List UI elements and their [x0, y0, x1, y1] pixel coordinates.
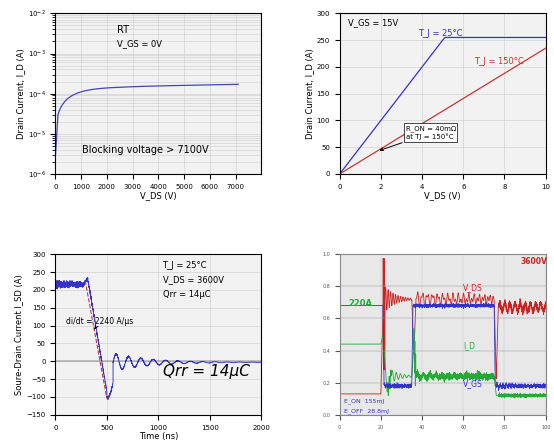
Text: R_ON = 40mΩ
at TJ = 150°C: R_ON = 40mΩ at TJ = 150°C: [381, 125, 456, 151]
X-axis label: V_DS (V): V_DS (V): [424, 191, 461, 200]
Text: T_J = 25°C: T_J = 25°C: [162, 260, 207, 270]
X-axis label: V_DS (V): V_DS (V): [140, 191, 177, 200]
Text: 3600V: 3600V: [521, 257, 548, 266]
Text: V_GS = 0V: V_GS = 0V: [117, 39, 162, 48]
Text: di/dt = 2240 A/μs: di/dt = 2240 A/μs: [66, 317, 133, 329]
Text: Blocking voltage > 7100V: Blocking voltage > 7100V: [82, 145, 209, 155]
Text: V_GS: V_GS: [463, 380, 483, 388]
Text: T_J = 25°C: T_J = 25°C: [418, 29, 463, 38]
Text: I_D: I_D: [463, 341, 475, 350]
Text: E_ON  155mJ: E_ON 155mJ: [344, 399, 384, 405]
Text: T_J = 150°C: T_J = 150°C: [474, 57, 524, 66]
Text: V_DS: V_DS: [463, 283, 483, 292]
Text: Qrr = 14μC: Qrr = 14μC: [162, 289, 210, 298]
Y-axis label: Drain Current, I_D (A): Drain Current, I_D (A): [305, 48, 314, 139]
Text: V_DS = 3600V: V_DS = 3600V: [162, 275, 223, 284]
Text: E_OFF  28.8mJ: E_OFF 28.8mJ: [344, 409, 389, 414]
X-axis label: Time (ns): Time (ns): [138, 432, 178, 441]
Y-axis label: Soure-Drain Current I_SD (A): Soure-Drain Current I_SD (A): [14, 274, 23, 395]
Text: Qrr = 14μC: Qrr = 14μC: [162, 364, 249, 380]
Y-axis label: Drain Current, I_D (A): Drain Current, I_D (A): [16, 48, 25, 139]
Text: V_GS = 15V: V_GS = 15V: [348, 18, 398, 27]
Text: RT: RT: [117, 25, 129, 35]
Text: 220A: 220A: [348, 299, 372, 308]
